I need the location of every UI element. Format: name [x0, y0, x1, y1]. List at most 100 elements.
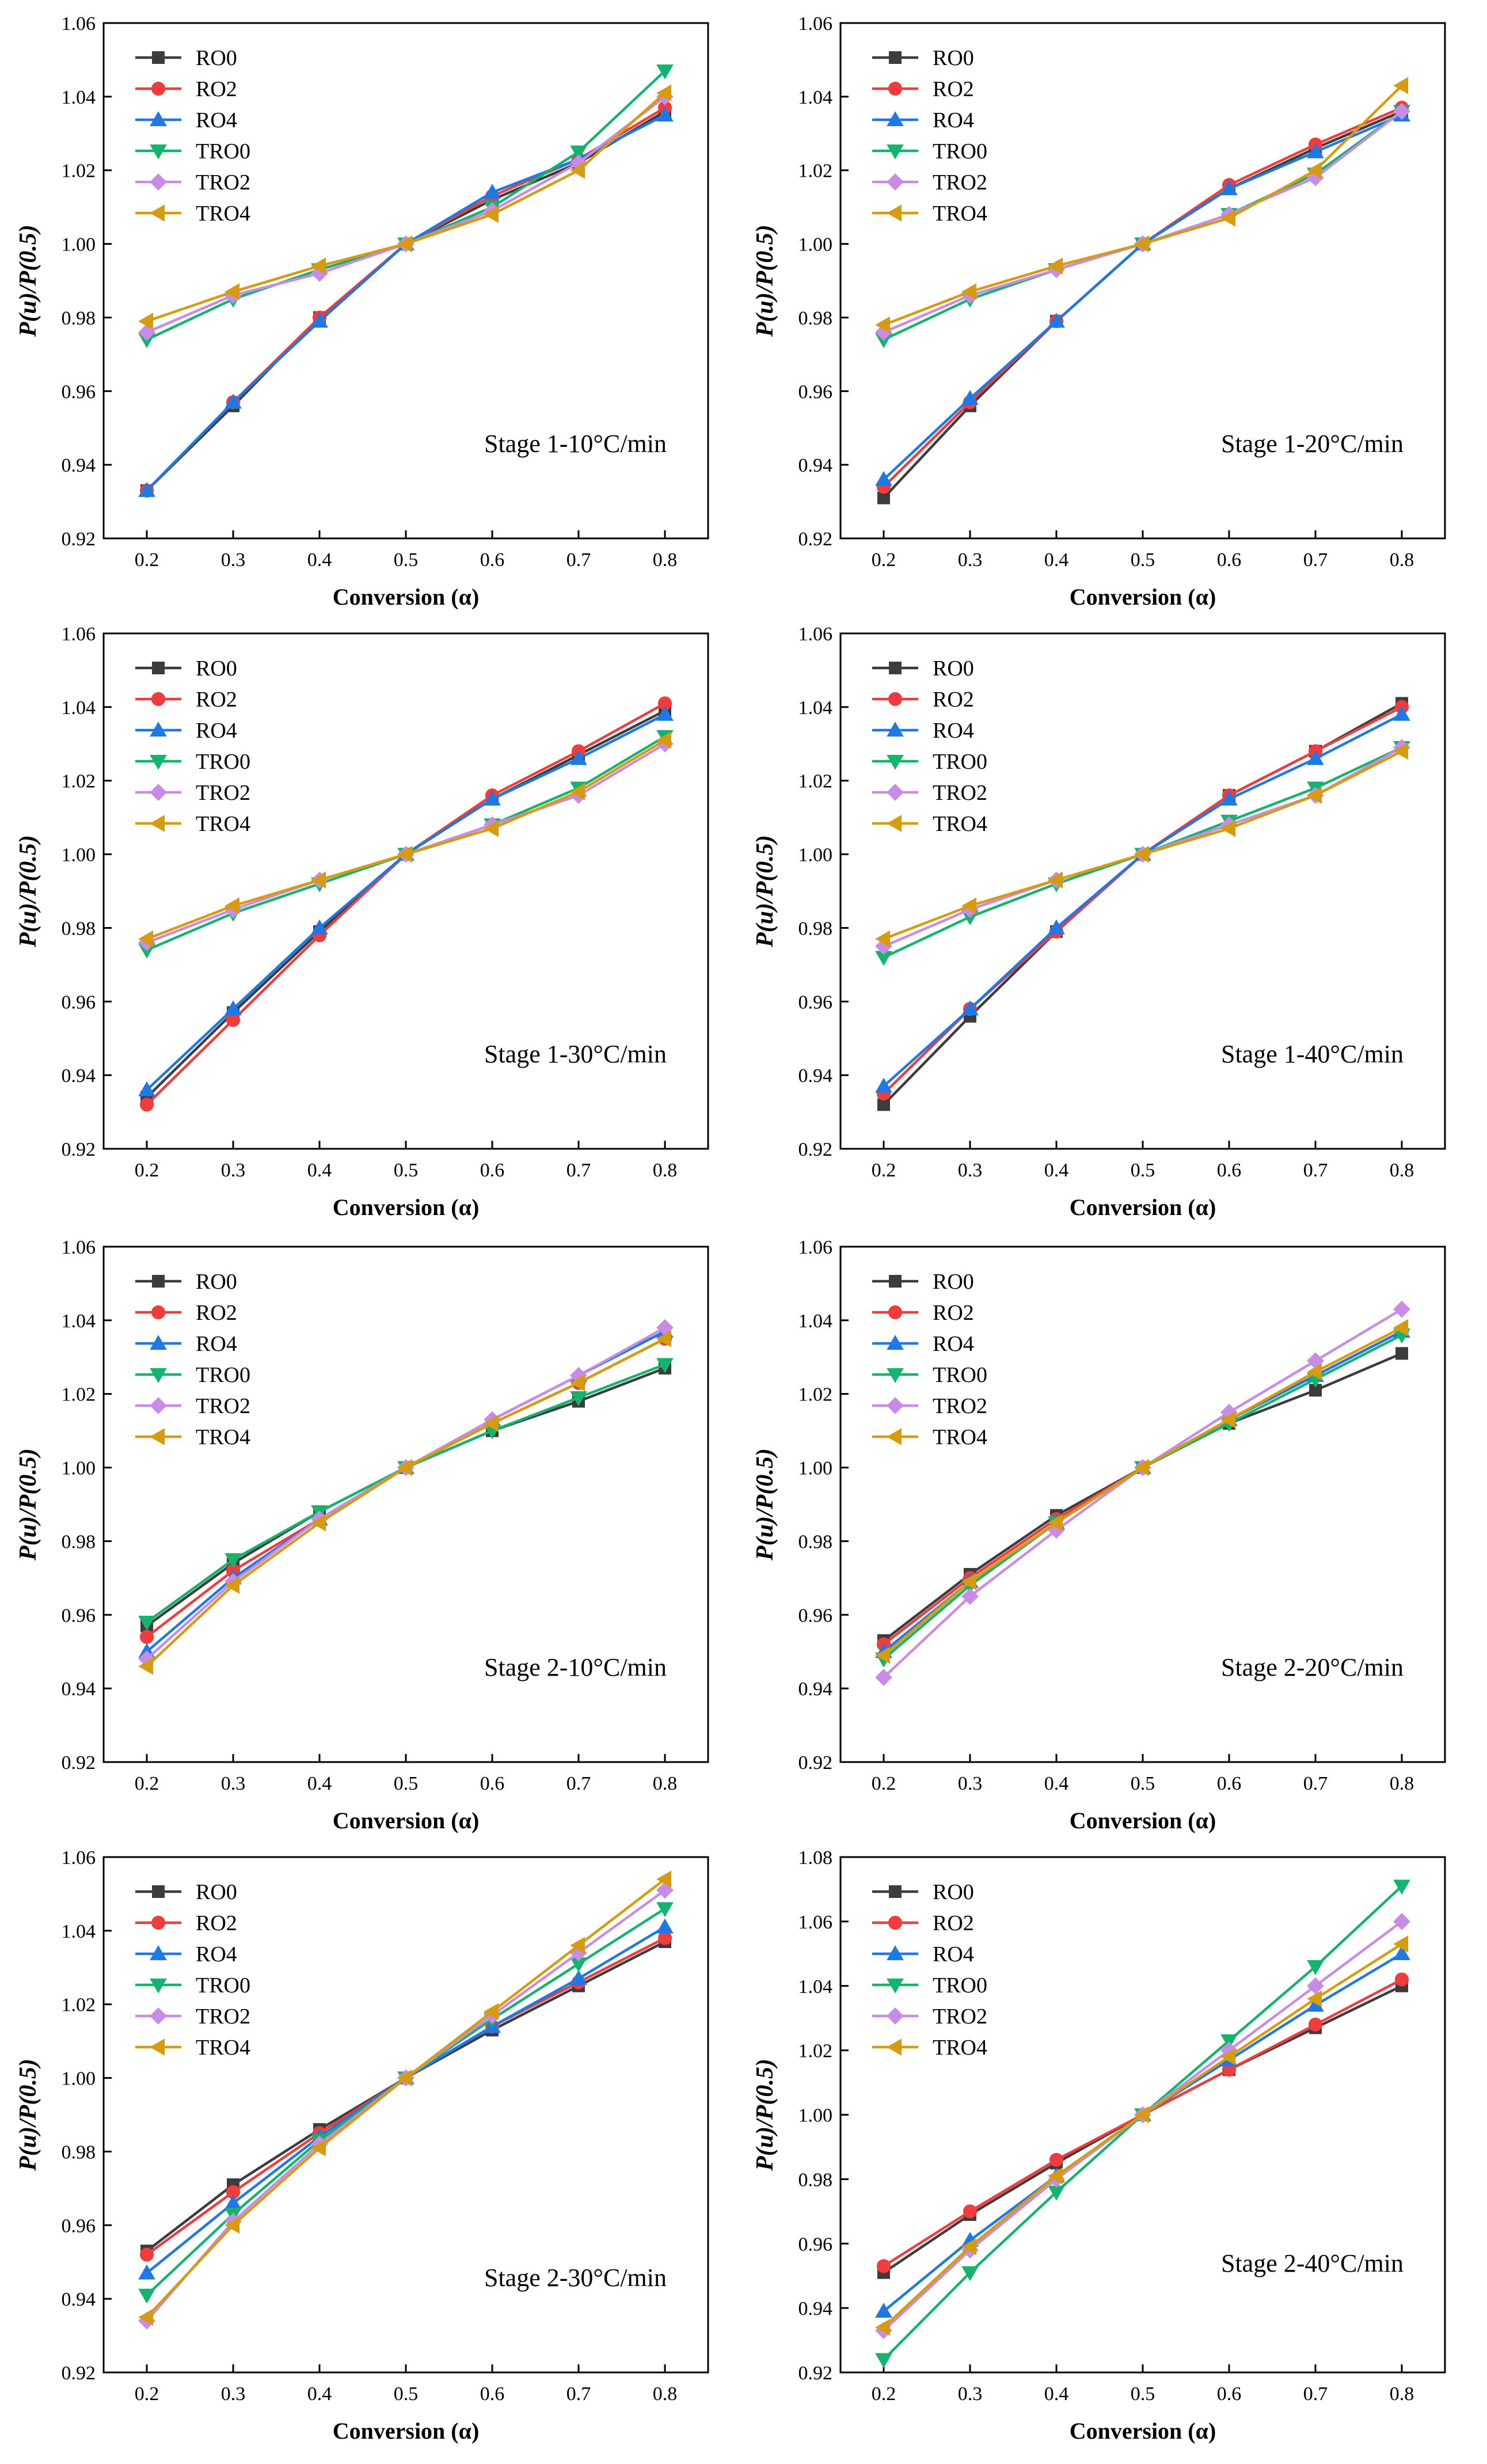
data-point-ro4	[225, 393, 242, 409]
y-tick-label: 0.94	[62, 1679, 96, 1700]
data-point-tro4	[1220, 2048, 1236, 2066]
x-tick-label: 0.2	[135, 1773, 159, 1794]
x-tick-label: 0.3	[958, 2383, 983, 2405]
data-point-ro2	[1308, 2017, 1323, 2032]
legend-label: TRO0	[196, 1973, 250, 1998]
data-point-tro4	[570, 783, 585, 800]
y-axis-label: P(u)/P(0.5)	[15, 2059, 41, 2171]
x-tick-label: 0.6	[480, 1773, 505, 1794]
legend-label: TRO2	[933, 170, 987, 195]
legend-marker	[887, 1335, 904, 1350]
y-tick-label: 0.94	[798, 455, 833, 476]
data-point-tro0	[656, 64, 674, 79]
x-tick-label: 0.7	[566, 2383, 591, 2405]
legend-marker	[889, 1275, 902, 1288]
legend-marker	[888, 692, 903, 707]
data-point-ro4	[570, 1970, 587, 1985]
legend-marker	[889, 662, 902, 674]
x-axis-label: Conversion (α)	[333, 584, 480, 610]
data-point-tro4	[138, 1657, 154, 1675]
y-tick-label: 0.96	[798, 381, 833, 403]
x-tick-label: 0.4	[1044, 1773, 1069, 1794]
legend-marker	[887, 2007, 904, 2025]
x-tick-label: 0.2	[135, 549, 159, 571]
data-point-tro0	[138, 2288, 155, 2304]
legend: RO0 RO2 RO4 TRO0 TRO2 TRO4	[135, 656, 250, 836]
data-point-tro4	[1220, 1411, 1236, 1429]
legend-marker	[887, 754, 904, 770]
data-point-tro2	[1393, 102, 1410, 120]
y-tick-label: 1.02	[62, 771, 96, 792]
x-tick-label: 0.6	[1217, 1160, 1242, 1181]
legend-label: RO4	[196, 1332, 237, 1356]
stage-annotation: Stage 1-40°C/min	[1221, 1040, 1404, 1068]
x-tick-label: 0.3	[958, 1160, 983, 1181]
legend: RO0 RO2 RO4 TRO0 TRO2 TRO4	[872, 1270, 987, 1449]
legend-label: TRO0	[196, 1363, 250, 1387]
x-tick-label: 0.8	[653, 1160, 678, 1181]
legend: RO0 RO2 RO4 TRO0 TRO2 TRO4	[872, 1880, 987, 2060]
data-point-tro2	[656, 1319, 674, 1337]
y-tick-label: 1.06	[62, 1237, 96, 1258]
y-tick-label: 1.06	[798, 624, 833, 645]
data-point-tro4	[397, 2069, 413, 2087]
legend-label: RO2	[196, 77, 237, 101]
x-tick-label: 0.8	[1390, 1160, 1414, 1181]
x-tick-label: 0.8	[653, 2383, 678, 2405]
y-tick-label: 0.92	[62, 529, 96, 550]
legend-marker	[150, 1335, 167, 1350]
data-point-tro4	[138, 2309, 154, 2326]
chart-panel-2: 0.2 0.3 0.4 0.5 0.6 0.7 0.8 0.92 0.94 0.96 0.98 1.0…	[752, 13, 1446, 610]
data-point-tro4	[1134, 235, 1150, 253]
data-point-tro0	[1220, 2034, 1238, 2049]
data-point-tro4	[1048, 257, 1063, 275]
y-tick-label: 0.94	[62, 455, 96, 476]
x-tick-label: 0.4	[307, 549, 332, 571]
data-point-ro4	[1393, 1945, 1410, 1960]
y-tick-label: 1.06	[798, 13, 833, 35]
legend: RO0 RO2 RO4 TRO0 TRO2 TRO4	[135, 1880, 250, 2060]
data-point-tro4	[1220, 819, 1236, 837]
stage-annotation: Stage 2-40°C/min	[1221, 2249, 1404, 2277]
y-tick-label: 1.00	[62, 234, 96, 256]
x-axis-label: Conversion (α)	[1070, 1194, 1216, 1220]
plot-frame	[839, 632, 1446, 1150]
legend-marker	[150, 1397, 167, 1414]
legend-label: RO2	[196, 1911, 237, 1935]
data-point-ro4	[1220, 790, 1238, 806]
legend-marker	[889, 51, 902, 64]
y-tick-label: 0.98	[62, 307, 96, 329]
data-point-tro0	[570, 1957, 587, 1973]
chart-panel-3: 0.2 0.3 0.4 0.5 0.6 0.7 0.8 0.92 0.94 0.96 0.98 1.0…	[15, 624, 709, 1220]
y-tick-label: 0.98	[798, 307, 833, 329]
legend-label: RO4	[933, 108, 974, 132]
legend-marker	[887, 1368, 904, 1383]
data-point-tro0	[570, 1391, 587, 1406]
data-point-tro4	[311, 257, 326, 275]
plot-frame	[839, 22, 1446, 540]
x-tick-label: 0.6	[480, 549, 505, 571]
data-point-ro2	[226, 1013, 241, 1027]
x-tick-label: 0.7	[566, 549, 591, 571]
legend: RO0 RO2 RO4 TRO0 TRO2 TRO4	[872, 46, 987, 226]
x-tick-label: 0.6	[1217, 549, 1242, 571]
data-point-ro4	[225, 1000, 242, 1016]
legend-marker	[887, 784, 904, 801]
data-point-tro0	[656, 1902, 674, 1918]
plot-frame	[102, 632, 709, 1150]
legend-label: RO4	[933, 719, 974, 743]
y-tick-label: 1.08	[798, 1847, 833, 1869]
stage-annotation: Stage 2-10°C/min	[484, 1653, 667, 1681]
y-tick-label: 0.96	[798, 992, 833, 1013]
legend-label: RO0	[933, 656, 974, 681]
data-point-tro2	[1048, 1521, 1065, 1539]
legend-label: RO4	[933, 1332, 974, 1356]
y-tick-label: 0.98	[798, 2169, 833, 2190]
data-point-tro4	[570, 161, 585, 179]
y-tick-label: 0.92	[798, 2363, 833, 2384]
legend-label: RO4	[196, 1942, 237, 1966]
data-point-tro4	[484, 819, 499, 837]
data-point-tro2	[875, 1669, 892, 1686]
legend-label: TRO0	[933, 1973, 987, 1998]
